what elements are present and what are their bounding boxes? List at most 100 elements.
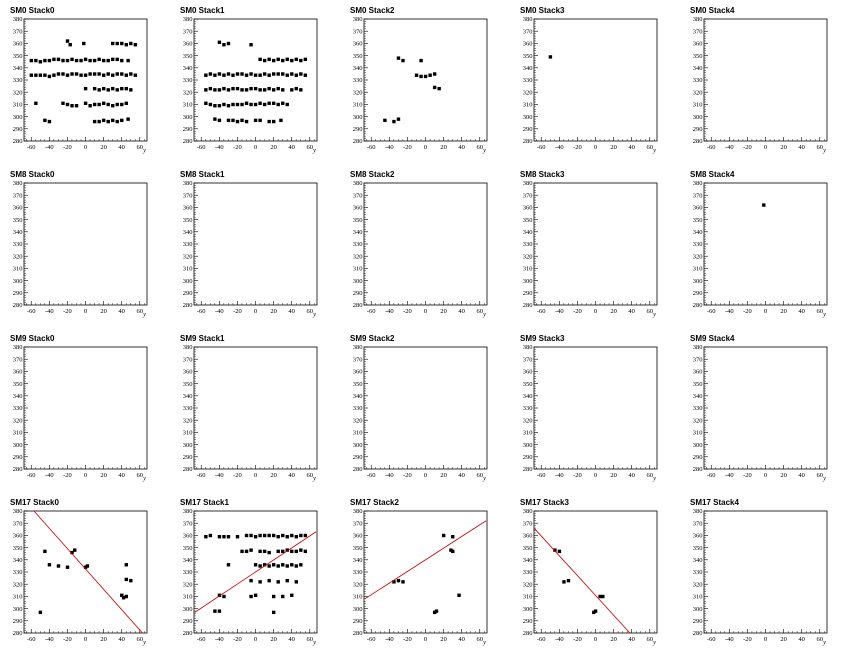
data-point — [244, 101, 249, 105]
plot-frame — [23, 346, 148, 470]
x-tick-label: -60 — [27, 636, 36, 643]
plot-frame — [193, 18, 318, 142]
data-point — [38, 73, 43, 77]
x-tick-label: -60 — [707, 144, 716, 151]
data-point — [290, 593, 294, 597]
panel-plot: 280 290 300 310 320 330 340 350 360 370 380 -60 -40 -… — [13, 508, 148, 646]
y-tick-label: 340 — [183, 229, 193, 236]
y-tick-label: 320 — [13, 89, 23, 96]
panel-title: SM17 Stack2 — [350, 498, 399, 507]
x-axis-label: y — [312, 639, 316, 646]
data-point — [548, 55, 553, 59]
y-tick-label: 280 — [693, 630, 703, 637]
x-tick-label: 20 — [610, 308, 617, 315]
x-tick-label: 40 — [118, 472, 125, 479]
data-point — [124, 86, 128, 91]
data-point — [70, 57, 74, 62]
panel-title: SM17 Stack0 — [10, 498, 59, 507]
data-point — [262, 533, 267, 538]
y-tick-label: 320 — [183, 89, 193, 96]
y-tick-label: 320 — [353, 253, 363, 260]
x-tick-label: 60 — [477, 636, 484, 643]
data-point — [271, 72, 276, 76]
y-tick-label: 290 — [353, 290, 363, 297]
y-tick-label: 370 — [183, 520, 193, 527]
x-axis-label: y — [142, 475, 146, 482]
y-tick-label: 290 — [523, 126, 533, 133]
y-tick-label: 350 — [693, 545, 703, 552]
panel-title: SM17 Stack3 — [520, 498, 569, 507]
data-point — [235, 86, 240, 91]
data-point — [97, 88, 101, 92]
y-tick-label: 330 — [523, 77, 533, 84]
y-tick-label: 370 — [693, 28, 703, 35]
data-point — [401, 58, 405, 63]
x-tick-label: 60 — [817, 636, 824, 643]
fit-line — [533, 527, 631, 634]
panel-title: SM9 Stack3 — [520, 334, 565, 343]
y-tick-label: 380 — [693, 180, 703, 187]
x-tick-label: -60 — [197, 636, 206, 643]
y-tick-label: 360 — [13, 533, 23, 540]
data-point — [235, 102, 240, 107]
x-tick-label: 40 — [628, 472, 635, 479]
x-tick-label: -40 — [215, 636, 224, 643]
y-tick-label: 310 — [523, 102, 533, 109]
y-tick-label: 300 — [353, 114, 363, 121]
panel-title: SM9 Stack2 — [350, 334, 395, 343]
data-point — [267, 86, 271, 91]
y-tick-label: 290 — [353, 126, 363, 133]
x-axis-label: y — [482, 639, 486, 646]
y-tick-label: 310 — [353, 102, 363, 109]
y-tick-label: 380 — [693, 16, 703, 23]
data-point — [762, 203, 766, 207]
x-tick-label: 20 — [270, 472, 277, 479]
y-tick-label: 320 — [183, 253, 193, 260]
data-point — [106, 102, 110, 107]
data-point — [303, 73, 308, 77]
y-tick-label: 370 — [693, 520, 703, 527]
data-point — [43, 73, 47, 77]
x-axis-label: y — [482, 147, 486, 154]
plot-frame — [193, 182, 318, 306]
y-tick-label: 350 — [13, 545, 23, 552]
y-tick-label: 370 — [13, 192, 23, 199]
data-point — [290, 72, 294, 76]
y-tick-label: 360 — [693, 533, 703, 540]
y-tick-label: 300 — [13, 442, 23, 449]
y-tick-label: 340 — [353, 393, 363, 400]
data-point — [262, 72, 267, 76]
x-tick-label: -60 — [707, 636, 716, 643]
x-tick-label: -40 — [555, 472, 564, 479]
x-tick-label: 0 — [424, 308, 427, 315]
x-tick-label: 40 — [458, 144, 465, 151]
data-point — [258, 549, 262, 554]
x-tick-label: 20 — [100, 472, 107, 479]
x-tick-label: 0 — [84, 472, 87, 479]
data-point — [235, 119, 240, 124]
y-tick-label: 350 — [183, 545, 193, 552]
y-tick-label: 350 — [353, 545, 363, 552]
data-point — [271, 119, 276, 124]
data-point — [83, 86, 88, 91]
y-tick-label: 350 — [13, 53, 23, 60]
data-point — [262, 563, 267, 567]
y-tick-label: 360 — [183, 369, 193, 376]
panel-plot: 280 290 300 310 320 330 340 350 360 370 380 -60 -40 -… — [353, 16, 488, 154]
data-point — [299, 548, 303, 552]
x-tick-label: 40 — [458, 636, 465, 643]
y-tick-label: 360 — [353, 205, 363, 212]
x-tick-label: -40 — [385, 472, 394, 479]
panel-plot: 280 290 300 310 320 330 340 350 360 370 380 -60 -40 -… — [353, 344, 488, 482]
y-tick-label: 310 — [13, 430, 23, 437]
x-axis-label: y — [312, 147, 316, 154]
data-point — [276, 86, 280, 91]
data-point — [133, 73, 138, 77]
y-tick-label: 310 — [523, 430, 533, 437]
data-point — [204, 88, 208, 92]
y-tick-label: 340 — [523, 393, 533, 400]
data-point — [115, 119, 119, 124]
data-point — [276, 535, 280, 539]
y-tick-label: 290 — [183, 126, 193, 133]
data-point — [281, 101, 285, 105]
